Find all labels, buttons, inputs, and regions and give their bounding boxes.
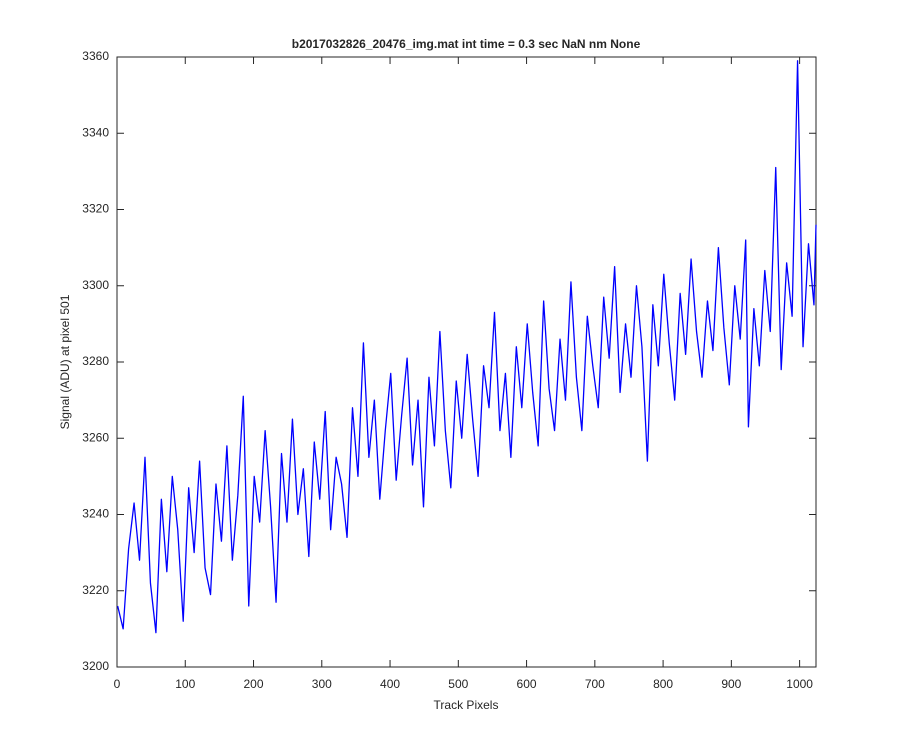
y-tick-label: 3360 [82, 49, 109, 63]
x-tick-label: 300 [312, 677, 332, 691]
chart-title: b2017032826_20476_img.mat int time = 0.3… [292, 37, 641, 51]
y-tick-label: 3280 [82, 354, 109, 368]
x-tick-label: 900 [721, 677, 741, 691]
x-tick-label: 100 [175, 677, 195, 691]
x-tick-label: 400 [380, 677, 400, 691]
y-tick-label: 3300 [82, 278, 109, 292]
y-tick-label: 3320 [82, 202, 109, 216]
x-tick-label: 500 [448, 677, 468, 691]
data-line [117, 60, 817, 634]
x-axis-label: Track Pixels [434, 698, 499, 712]
y-tick-label: 3240 [82, 507, 109, 521]
x-tick-label: 800 [653, 677, 673, 691]
y-tick-label: 3260 [82, 430, 109, 444]
x-tick-label: 0 [114, 677, 121, 691]
y-tick-label: 3340 [82, 125, 109, 139]
x-tick-label: 700 [585, 677, 605, 691]
y-tick-label: 3200 [82, 659, 109, 673]
x-tick-label: 1000 [786, 677, 813, 691]
y-tick-label: 3220 [82, 583, 109, 597]
x-tick-label: 200 [244, 677, 264, 691]
x-tick-label: 600 [517, 677, 537, 691]
y-axis-label: Signal (ADU) at pixel 501 [58, 294, 72, 429]
